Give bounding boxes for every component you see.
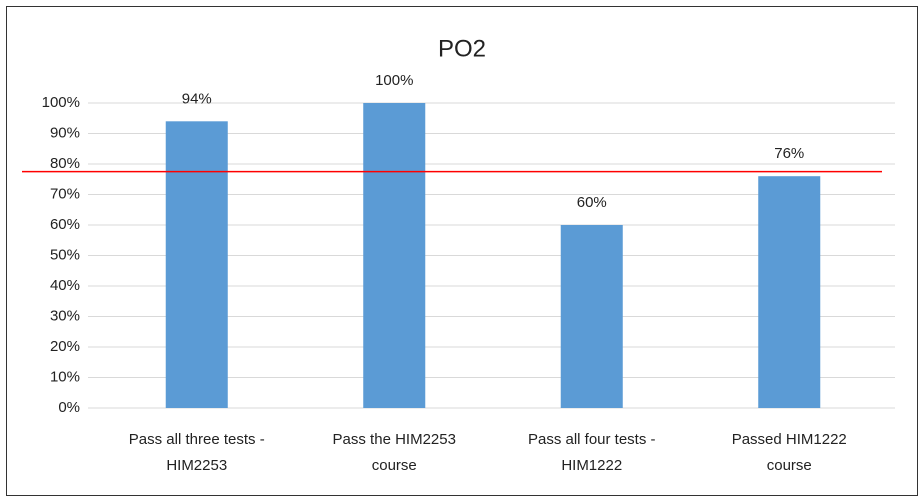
chart-title: PO2	[438, 35, 486, 62]
y-tick-label: 90%	[50, 124, 80, 141]
x-tick-label: Passed HIM1222	[732, 431, 847, 448]
y-tick-label: 40%	[50, 277, 80, 294]
bar	[560, 225, 623, 408]
y-tick-label: 50%	[50, 246, 80, 263]
bar	[363, 103, 426, 408]
x-tick-label: HIM2253	[166, 457, 227, 474]
y-tick-label: 10%	[50, 368, 80, 385]
bar	[165, 121, 228, 409]
y-tick-label: 20%	[50, 338, 80, 355]
y-tick-label: 30%	[50, 307, 80, 324]
x-tick-label: Pass the HIM2253	[333, 431, 456, 448]
x-tick-label: Pass all three tests -	[129, 431, 265, 448]
y-tick-label: 60%	[50, 216, 80, 233]
bar	[758, 176, 821, 408]
y-tick-label: 70%	[50, 185, 80, 202]
x-tick-label: Pass all four tests -	[528, 431, 656, 448]
data-label: 100%	[375, 72, 413, 89]
data-label: 76%	[774, 145, 804, 162]
y-tick-label: 0%	[58, 399, 80, 416]
data-label: 94%	[182, 90, 212, 107]
y-tick-label: 80%	[50, 155, 80, 172]
x-tick-label: course	[767, 457, 812, 474]
x-tick-label: HIM1222	[561, 457, 622, 474]
x-tick-label: course	[372, 457, 417, 474]
data-label: 60%	[577, 194, 607, 211]
y-tick-label: 100%	[42, 94, 80, 111]
